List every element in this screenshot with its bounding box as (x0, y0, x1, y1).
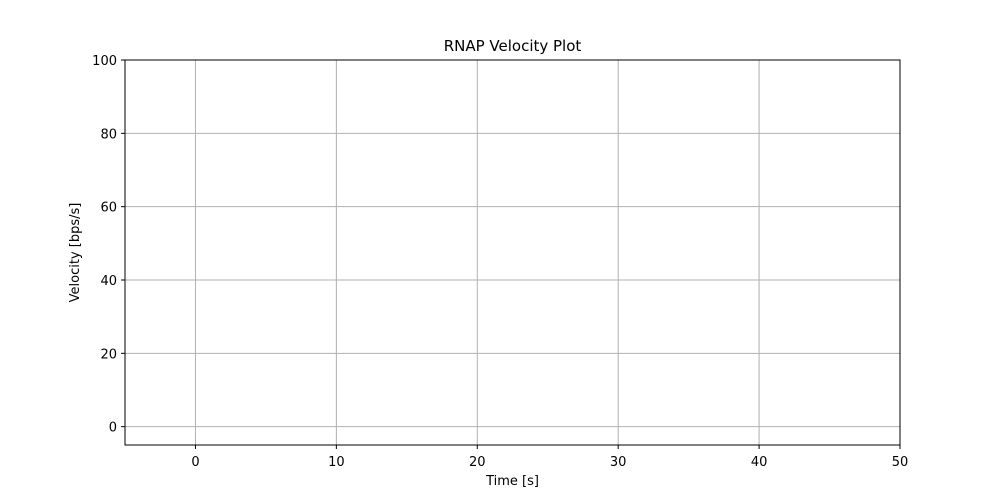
x-axis-ticks: 0 10 20 30 40 50 (191, 445, 908, 470)
y-tick-label: 100 (92, 54, 117, 69)
x-tick-label: 0 (191, 455, 199, 470)
x-axis-title: Time [s] (485, 474, 539, 489)
y-tick-label: 60 (100, 201, 117, 216)
plot-area-frame (124, 59, 901, 446)
chart-title: RNAP Velocity Plot (444, 37, 582, 55)
y-tick-label: 20 (100, 347, 117, 362)
x-tick-label: 10 (328, 455, 345, 470)
y-tick-label: 80 (100, 127, 117, 142)
y-tick-label: 40 (100, 274, 117, 289)
x-tick-label: 30 (610, 455, 627, 470)
x-tick-label: 40 (751, 455, 768, 470)
x-tick-label: 50 (892, 455, 909, 470)
y-axis-ticks: 0 20 40 60 80 100 (92, 54, 125, 436)
y-tick-label: 0 (109, 421, 117, 436)
x-tick-label: 20 (469, 455, 486, 470)
y-axis-title: Velocity [bps/s] (68, 203, 83, 303)
